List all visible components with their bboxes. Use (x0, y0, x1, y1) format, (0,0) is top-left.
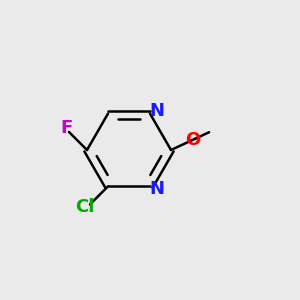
Text: N: N (149, 102, 164, 120)
Text: Cl: Cl (75, 198, 94, 216)
Text: N: N (149, 180, 164, 198)
Text: F: F (60, 119, 73, 137)
Text: O: O (185, 130, 200, 148)
